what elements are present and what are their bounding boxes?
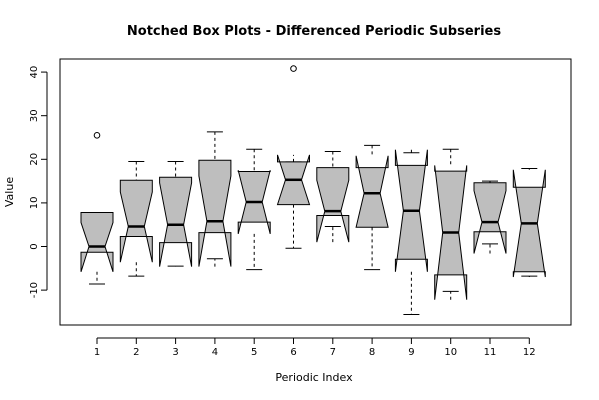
y-tick-label: 0 bbox=[29, 243, 40, 249]
x-tick-label: 10 bbox=[444, 347, 457, 358]
box-6 bbox=[276, 65, 311, 249]
box-9 bbox=[394, 149, 428, 316]
x-tick-label: 3 bbox=[172, 347, 178, 358]
outlier-point bbox=[290, 65, 297, 72]
x-tick-label: 6 bbox=[290, 347, 296, 358]
chart-title: Notched Box Plots - Differenced Periodic… bbox=[127, 24, 501, 39]
box-8 bbox=[355, 144, 389, 271]
box-12 bbox=[512, 167, 546, 278]
box-7 bbox=[316, 150, 350, 243]
x-tick-label: 2 bbox=[133, 347, 139, 358]
box-1 bbox=[80, 132, 114, 285]
notched-box bbox=[159, 176, 193, 267]
notched-box bbox=[473, 182, 507, 254]
box-11 bbox=[473, 180, 507, 254]
notched-box bbox=[80, 212, 114, 272]
y-tick-label: -10 bbox=[29, 282, 40, 298]
y-tick-label: 10 bbox=[29, 197, 40, 210]
x-tick-label: 9 bbox=[408, 347, 414, 358]
x-axis-label: Periodic Index bbox=[275, 371, 353, 384]
x-axis: 1 2 3 4 5 6 7 8 9 10 11 12 bbox=[94, 337, 536, 358]
x-tick-label: 4 bbox=[212, 347, 218, 358]
y-axis-label: Value bbox=[3, 177, 16, 207]
y-tick-label: 20 bbox=[29, 153, 40, 166]
y-axis: -10 0 10 20 30 40 bbox=[29, 66, 48, 298]
box-3 bbox=[159, 160, 193, 267]
y-tick-label: 30 bbox=[29, 109, 40, 122]
box-4 bbox=[198, 131, 232, 267]
notched-box bbox=[355, 155, 389, 228]
notched-box bbox=[198, 159, 232, 267]
y-tick-label: 40 bbox=[29, 66, 40, 79]
plot-frame bbox=[59, 58, 572, 326]
x-tick-label: 5 bbox=[251, 347, 257, 358]
x-tick-label: 12 bbox=[523, 347, 536, 358]
x-tick-label: 1 bbox=[94, 347, 100, 358]
x-tick-label: 7 bbox=[330, 347, 336, 358]
x-tick-label: 8 bbox=[369, 347, 375, 358]
notched-box bbox=[119, 179, 153, 263]
box-group bbox=[80, 65, 546, 316]
box-5 bbox=[237, 148, 271, 271]
notched-box bbox=[316, 167, 350, 243]
box-10 bbox=[434, 148, 468, 300]
outlier-point bbox=[93, 132, 101, 139]
box-2 bbox=[119, 160, 153, 277]
x-tick-label: 11 bbox=[484, 347, 497, 358]
